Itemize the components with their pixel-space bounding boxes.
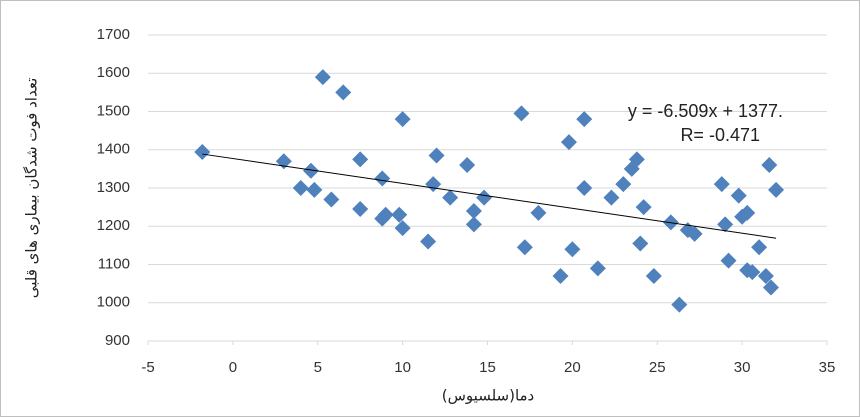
- point: [739, 204, 756, 221]
- point: [757, 267, 774, 284]
- point: [761, 157, 778, 174]
- y-tick-label: 1500: [97, 102, 130, 119]
- point: [476, 189, 493, 206]
- point: [420, 233, 437, 250]
- point: [335, 84, 352, 101]
- point: [194, 144, 211, 161]
- point: [459, 157, 476, 174]
- point: [589, 260, 606, 277]
- point: [428, 147, 445, 164]
- point: [645, 267, 662, 284]
- x-tick-label: 20: [564, 359, 581, 376]
- point: [552, 267, 569, 284]
- point: [762, 279, 779, 296]
- y-tick-label: 1600: [97, 64, 130, 81]
- point: [314, 69, 331, 86]
- y-tick-label: 1700: [97, 26, 130, 43]
- point: [560, 134, 577, 151]
- x-tick-label: 5: [314, 359, 322, 376]
- x-axis-title: دما(سلسیوس): [442, 387, 535, 405]
- point: [352, 151, 369, 168]
- x-tick-label: 0: [229, 359, 237, 376]
- point: [377, 206, 394, 223]
- point: [374, 170, 391, 187]
- x-tick-label: 10: [394, 359, 411, 376]
- point: [465, 216, 482, 233]
- point: [513, 105, 530, 122]
- point: [306, 181, 323, 198]
- point: [576, 180, 593, 196]
- point: [394, 111, 411, 128]
- point: [394, 220, 411, 237]
- point: [628, 151, 645, 168]
- point: [713, 176, 730, 193]
- point: [564, 241, 581, 258]
- point: [442, 189, 459, 206]
- y-tick-label: 1100: [98, 255, 130, 272]
- point: [768, 181, 785, 198]
- y-tick-label: 1000: [97, 294, 130, 311]
- point: [292, 180, 309, 196]
- point: [302, 162, 319, 179]
- point: [530, 204, 547, 221]
- trendline: [202, 153, 777, 239]
- point: [615, 176, 632, 193]
- point: [720, 252, 737, 269]
- point: [751, 239, 768, 256]
- point: [671, 296, 688, 313]
- x-tick-label: 35: [819, 359, 836, 376]
- y-tick-label: 1200: [97, 217, 130, 234]
- y-tick-label: 1300: [97, 179, 130, 196]
- trendline-r: R= -0.471: [680, 125, 760, 145]
- point: [744, 264, 761, 281]
- point: [717, 216, 734, 233]
- point: [323, 191, 340, 208]
- x-tick-label: 30: [734, 359, 751, 376]
- point: [576, 111, 593, 128]
- y-tick-label: 1400: [97, 141, 130, 158]
- point: [730, 187, 747, 204]
- point: [516, 239, 533, 256]
- point: [632, 235, 649, 252]
- x-tick-label: -5: [141, 359, 154, 376]
- y-tick-label: 900: [105, 332, 130, 349]
- x-tick-label: 15: [479, 359, 496, 376]
- point: [352, 201, 369, 218]
- point: [391, 206, 408, 223]
- x-tick-label: 25: [649, 359, 666, 376]
- y-axis-title: تعداد فوت شدگان بیماری های قلبی: [23, 78, 41, 299]
- point: [603, 189, 620, 206]
- point: [686, 225, 703, 242]
- trendline-equation: y = -6.509x + 1377.: [628, 101, 783, 121]
- point: [465, 202, 482, 219]
- point: [635, 199, 652, 216]
